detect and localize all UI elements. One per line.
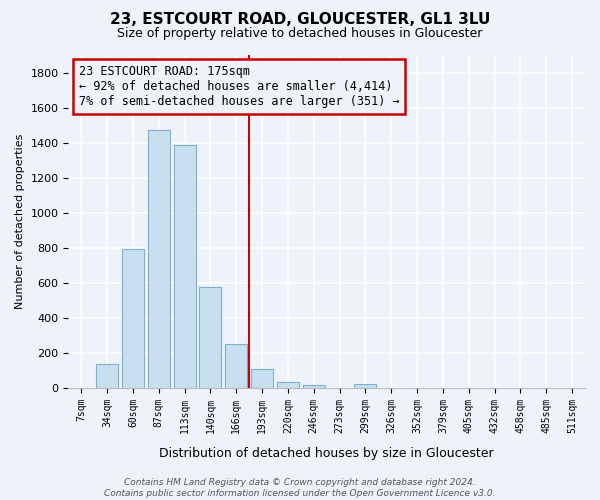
Text: Contains HM Land Registry data © Crown copyright and database right 2024.
Contai: Contains HM Land Registry data © Crown c… [104,478,496,498]
Bar [303,384,325,388]
Bar [355,384,376,388]
X-axis label: Distribution of detached houses by size in Gloucester: Distribution of detached houses by size … [160,447,494,460]
Y-axis label: Number of detached properties: Number of detached properties [15,134,25,310]
Bar [122,248,144,388]
Text: Size of property relative to detached houses in Gloucester: Size of property relative to detached ho… [118,28,482,40]
Bar [226,344,247,388]
Bar [148,130,170,388]
Bar [251,369,273,388]
Text: 23 ESTCOURT ROAD: 175sqm
← 92% of detached houses are smaller (4,414)
7% of semi: 23 ESTCOURT ROAD: 175sqm ← 92% of detach… [79,65,400,108]
Bar [199,288,221,388]
Text: 23, ESTCOURT ROAD, GLOUCESTER, GL1 3LU: 23, ESTCOURT ROAD, GLOUCESTER, GL1 3LU [110,12,490,28]
Bar [277,382,299,388]
Bar [173,146,196,388]
Bar [96,364,118,388]
